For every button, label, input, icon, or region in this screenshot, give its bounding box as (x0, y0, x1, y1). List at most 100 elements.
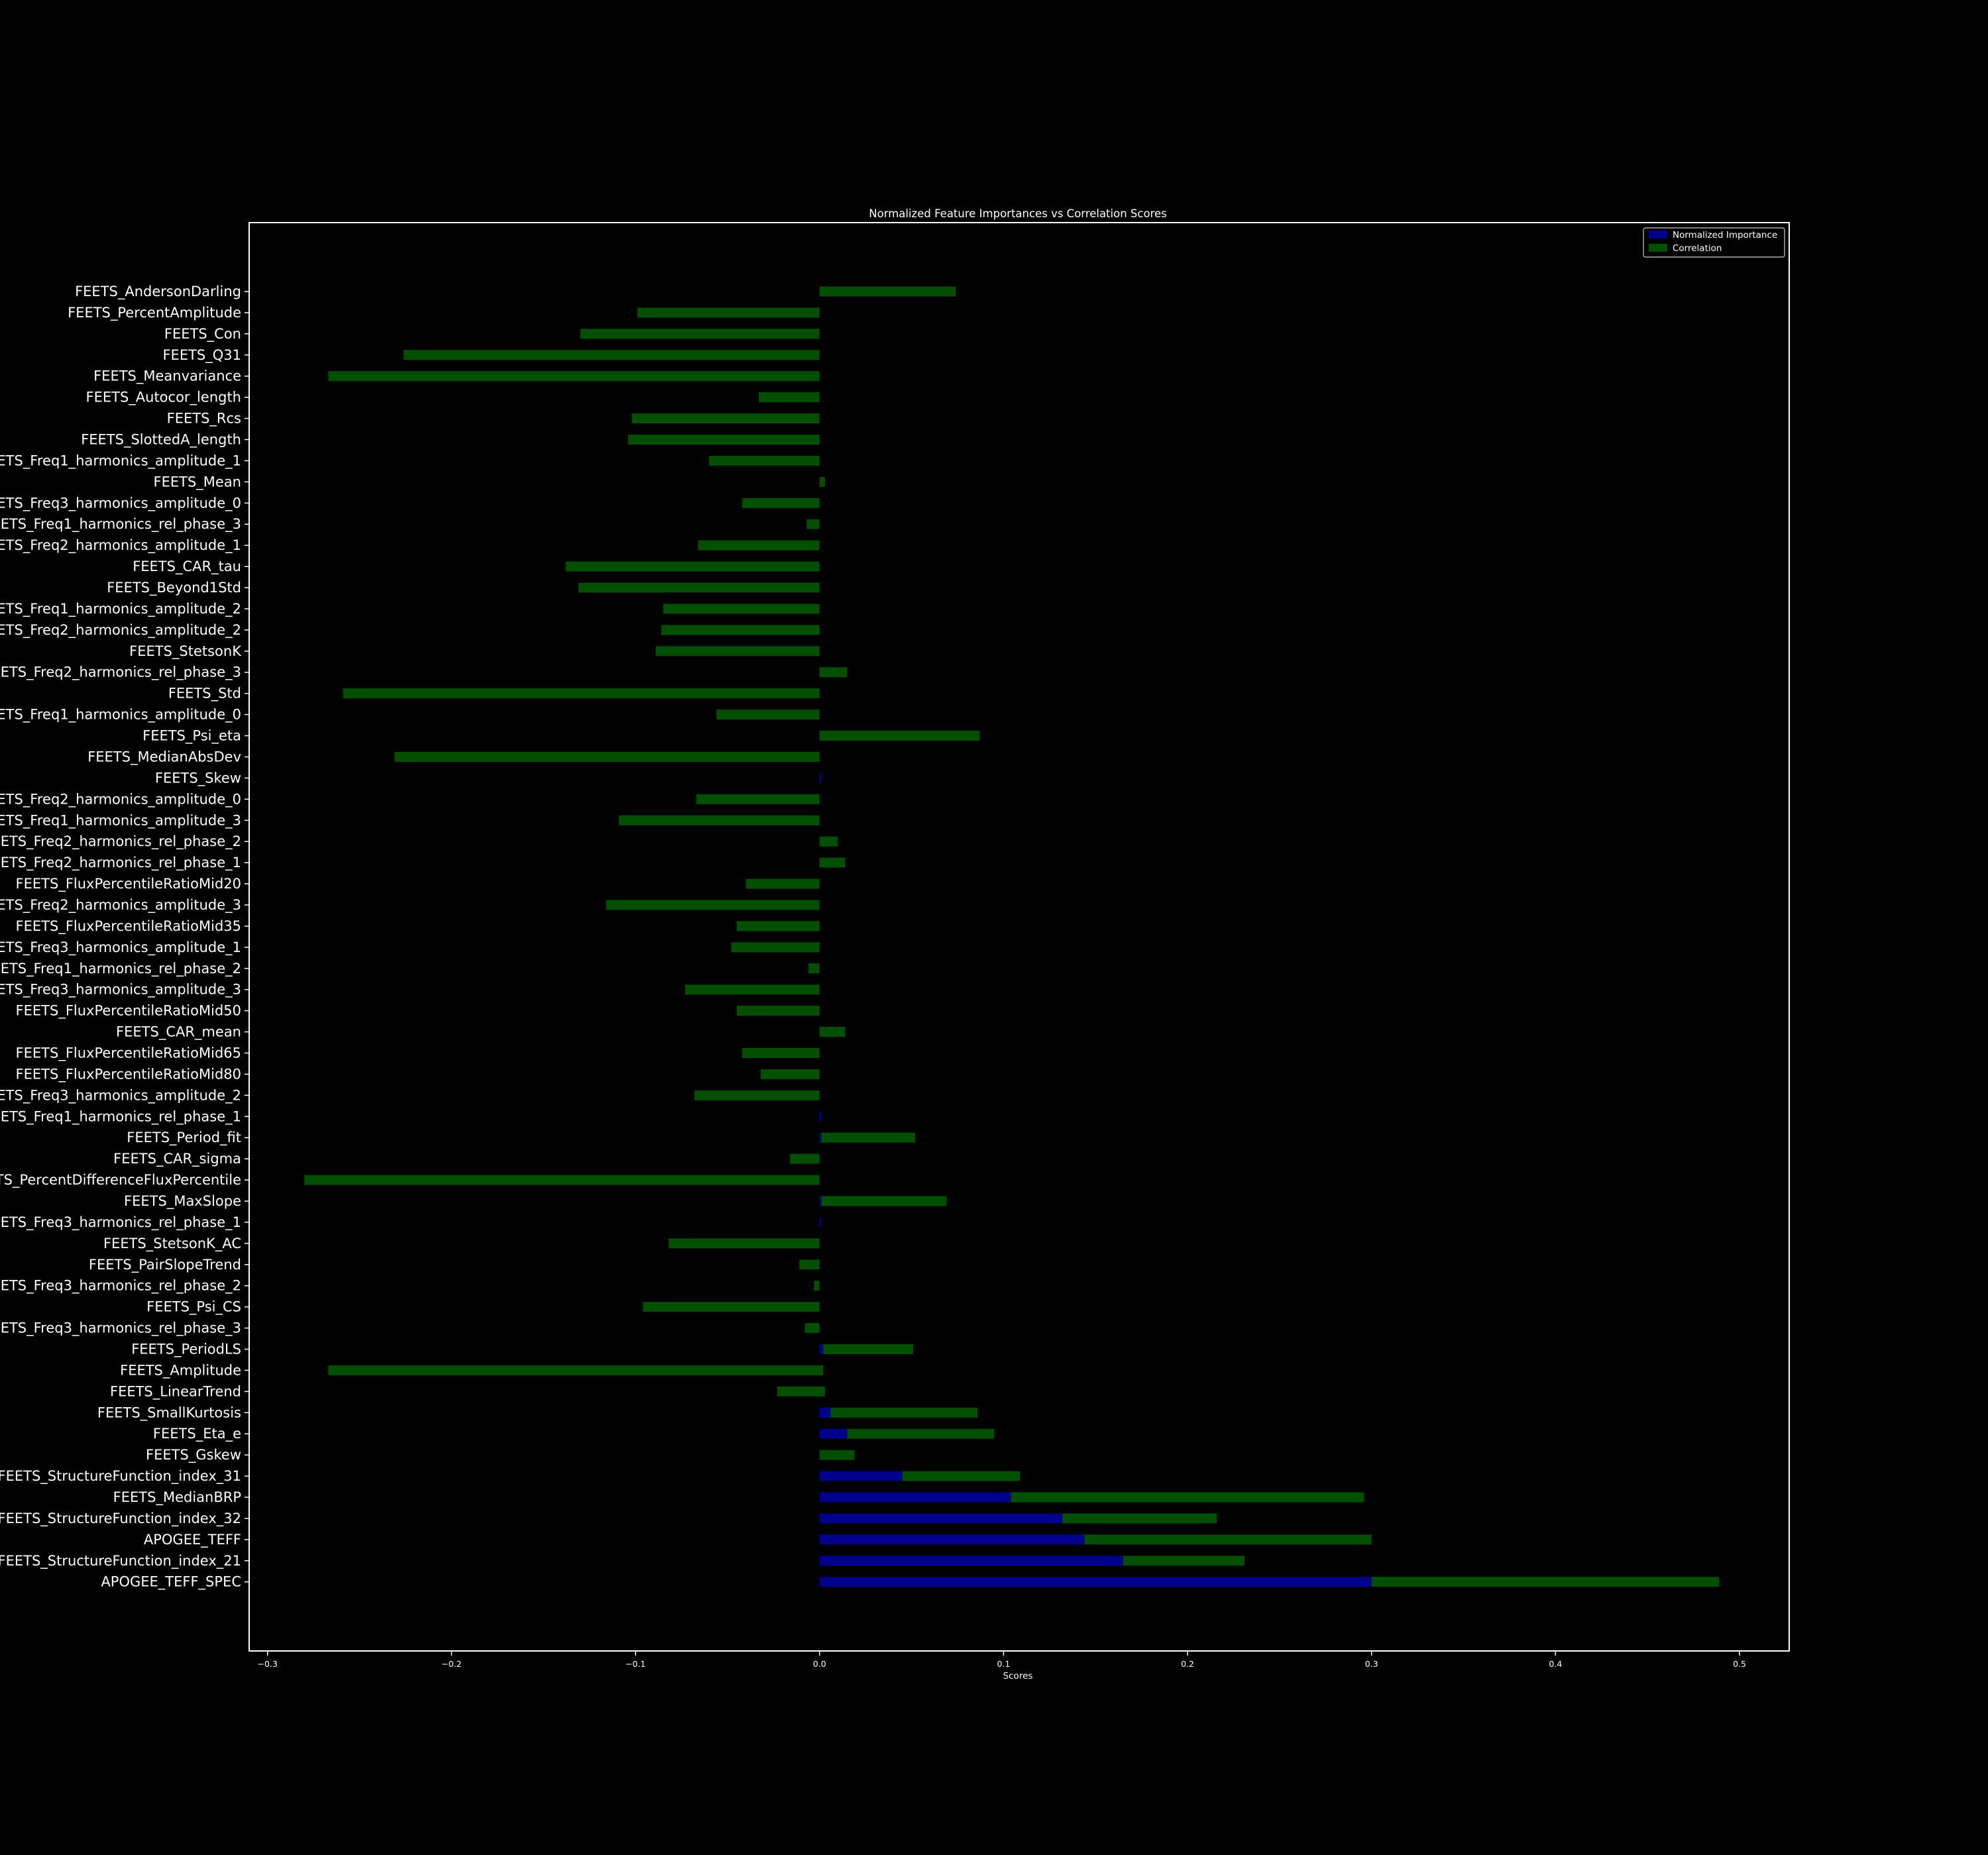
bar-correlation-feets-car-tau (565, 561, 820, 572)
y-tick-label: FEETS_PercentDifferenceFluxPercentile (0, 1172, 241, 1189)
bar-correlation-feets-freq3-harmonics-amplitude-2 (694, 1090, 820, 1100)
y-tick-label: FEETS_CAR_mean (116, 1024, 241, 1041)
bar-correlation-feets-pairslopetrend (799, 1259, 820, 1270)
x-tick-label: 0.2 (1181, 1659, 1194, 1669)
bar-correlation-feets-q31 (404, 350, 820, 360)
bar-correlation-feets-car-sigma (790, 1153, 820, 1164)
y-tick-label: FEETS_MaxSlope (124, 1193, 241, 1210)
y-tick-label: FEETS_Skew (155, 770, 241, 786)
y-tick-label: FEETS_Psi_CS (146, 1299, 241, 1316)
y-tick-label: FEETS_Gskew (146, 1447, 241, 1463)
bar-correlation-feets-freq3-harmonics-rel-phase-2 (814, 1281, 820, 1291)
y-tick-label: FEETS_FluxPercentileRatioMid20 (16, 876, 241, 892)
bar-correlation-feets-freq2-harmonics-rel-phase-2 (819, 836, 838, 847)
y-tick-label: FEETS_Freq2_harmonics_rel_phase_2 (0, 833, 241, 850)
bar-normalized-importance-feets-freq1-harmonics-rel-phase-1 (819, 1111, 822, 1122)
bar-correlation-feets-structurefunction-index-32 (1062, 1513, 1217, 1524)
y-tick-label: FEETS_CAR_tau (133, 558, 241, 575)
x-tick-label: 0.0 (813, 1659, 826, 1669)
bar-correlation-feets-freq3-harmonics-rel-phase-3 (804, 1323, 820, 1334)
bar-correlation-feets-freq3-harmonics-amplitude-0 (742, 498, 820, 508)
y-tick-label: FEETS_Freq1_harmonics_rel_phase_3 (0, 516, 241, 533)
legend-label-correlation: Correlation (1673, 243, 1722, 254)
bar-correlation-feets-fluxpercentileratiomid20 (746, 878, 820, 889)
bar-correlation-feets-freq2-harmonics-amplitude-0 (696, 794, 820, 804)
y-tick-label: FEETS_PeriodLS (131, 1342, 241, 1358)
bar-correlation-feets-smallkurtosis (830, 1407, 978, 1418)
y-tick-label: FEETS_StructureFunction_index_31 (0, 1468, 241, 1485)
bar-correlation-feets-freq1-harmonics-amplitude-1 (709, 455, 820, 466)
bar-correlation-feets-fluxpercentileratiomid35 (736, 921, 820, 931)
y-tick-label: FEETS_Freq2_harmonics_amplitude_2 (0, 622, 241, 639)
y-tick-label: FEETS_Freq3_harmonics_rel_phase_1 (0, 1214, 241, 1231)
x-tick-label: 0.3 (1365, 1659, 1378, 1669)
y-tick-label: FEETS_Mean (154, 474, 242, 490)
x-tick-label: −0.1 (626, 1659, 645, 1669)
y-tick-label: FEETS_StetsonK (129, 643, 242, 660)
bars-layer (304, 286, 1720, 1587)
bar-correlation-feets-freq2-harmonics-rel-phase-3 (819, 667, 848, 678)
bar-correlation-feets-andersondarling (819, 286, 956, 297)
y-tick-label: FEETS_StructureFunction_index_21 (0, 1553, 241, 1569)
y-tick-label: FEETS_LinearTrend (110, 1383, 241, 1400)
bar-normalized-importance-feets-medianbrp (819, 1492, 1011, 1503)
bar-normalized-importance-feets-eta-e (819, 1428, 848, 1439)
bar-correlation-feets-stetsonk-ac (669, 1238, 820, 1249)
bar-normalized-importance-feets-structurefunction-index-21 (819, 1556, 1123, 1566)
y-tick-label: FEETS_Rcs (167, 411, 241, 427)
bar-correlation-feets-con (580, 329, 820, 339)
bar-correlation-feets-freq3-harmonics-amplitude-1 (731, 942, 820, 953)
bar-correlation-feets-fluxpercentileratiomid50 (736, 1006, 820, 1016)
y-tick-label: FEETS_Freq1_harmonics_amplitude_1 (0, 452, 241, 469)
bar-correlation-apogee-teff (1084, 1534, 1372, 1545)
legend-swatch-correlation (1649, 244, 1667, 252)
bar-correlation-feets-freq2-harmonics-rel-phase-1 (819, 857, 846, 868)
legend: Normalized Importance Correlation (1643, 227, 1785, 258)
y-tick-label: FEETS_Period_fit (127, 1130, 241, 1146)
bar-correlation-feets-freq1-harmonics-rel-phase-2 (808, 963, 820, 974)
bar-correlation-feets-percentamplitude (637, 307, 820, 318)
x-axis: −0.3 −0.2 −0.1 0.0 0.1 0.2 0.3 0.4 0.5 (258, 1651, 1746, 1669)
bar-correlation-feets-mean (819, 476, 826, 487)
y-tick-label: FEETS_Freq2_harmonics_rel_phase_1 (0, 855, 241, 871)
y-tick-label: FEETS_Freq2_harmonics_amplitude_0 (0, 791, 241, 808)
bar-correlation-feets-medianabsdev (394, 751, 820, 762)
bar-correlation-feets-structurefunction-index-31 (902, 1471, 1021, 1481)
bar-correlation-apogee-teff-spec (1371, 1577, 1720, 1587)
bar-normalized-importance-feets-freq3-harmonics-rel-phase-1 (819, 1217, 822, 1228)
y-tick-label: FEETS_Freq1_harmonics_rel_phase_1 (0, 1108, 241, 1125)
y-tick-label: FEETS_Con (164, 326, 241, 343)
bar-normalized-importance-feets-skew (819, 772, 822, 783)
plot-frame (248, 222, 1790, 1652)
bar-correlation-feets-freq1-harmonics-amplitude-3 (619, 815, 820, 825)
bar-correlation-feets-periodls (823, 1344, 914, 1354)
y-tick-label: FEETS_SlottedA_length (81, 432, 241, 449)
y-tick-label: FEETS_Freq3_harmonics_amplitude_2 (0, 1087, 241, 1104)
y-tick-label: FEETS_Meanvariance (93, 368, 241, 385)
bar-correlation-feets-beyond1std (579, 582, 820, 593)
y-tick-label: FEETS_StructureFunction_index_32 (0, 1510, 241, 1527)
y-tick-label: FEETS_Freq2_harmonics_amplitude_3 (0, 897, 241, 914)
bar-correlation-feets-freq1-harmonics-rel-phase-3 (806, 519, 820, 529)
bar-correlation-feets-freq2-harmonics-amplitude-1 (698, 540, 820, 551)
bar-correlation-feets-period-fit (821, 1132, 916, 1143)
y-tick-label: FEETS_Psi_eta (142, 728, 241, 745)
bar-correlation-feets-car-mean (819, 1027, 846, 1037)
bar-correlation-feets-autocor-length (759, 392, 820, 403)
y-tick-label: FEETS_Autocor_length (86, 390, 242, 406)
bar-correlation-feets-stetsonk (655, 646, 820, 657)
legend-swatch-normalized-importance (1649, 231, 1667, 238)
y-tick-label: FEETS_FluxPercentileRatioMid65 (16, 1045, 241, 1061)
bar-correlation-feets-slotteda-length (628, 435, 820, 445)
legend-label-normalized-importance: Normalized Importance (1673, 230, 1777, 240)
y-axis: FEETS_AndersonDarling FEETS_PercentAmplit… (0, 284, 249, 1591)
y-tick-label: FEETS_Q31 (162, 347, 241, 364)
y-tick-label: FEETS_Amplitude (120, 1362, 241, 1379)
y-tick-label: FEETS_FluxPercentileRatioMid80 (16, 1066, 241, 1083)
legend-box (1643, 227, 1785, 258)
bar-correlation-feets-fluxpercentileratiomid80 (760, 1069, 820, 1079)
bar-correlation-feets-fluxpercentileratiomid65 (742, 1047, 820, 1058)
y-tick-label: FEETS_Freq1_harmonics_amplitude_0 (0, 707, 241, 723)
y-tick-label: APOGEE_TEFF_SPEC (101, 1574, 241, 1591)
